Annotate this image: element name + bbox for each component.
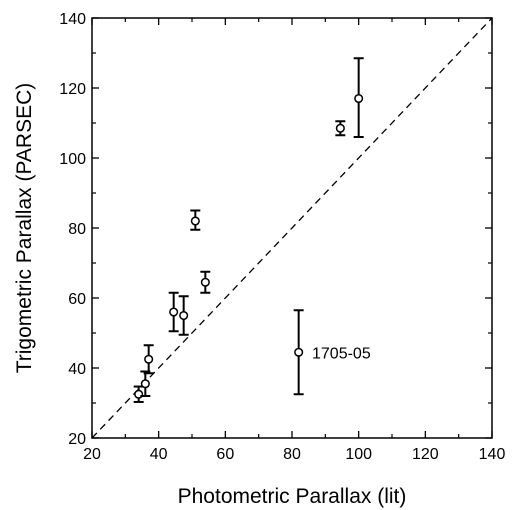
reference-line (91, 17, 493, 439)
x-tick-label: 20 (83, 446, 101, 463)
data-marker (179, 310, 189, 321)
data-marker (335, 123, 345, 133)
data-point (190, 209, 201, 231)
x-axis-label: Photometric Parallax (lit) (178, 485, 407, 508)
data-point (168, 291, 179, 333)
data-marker (294, 347, 304, 357)
y-axis-label: Trigometric Parallax (PARSEC) (13, 83, 36, 374)
ticks-layer: 20 40 60 80 100 120 140 20 40 60 80 100 120 140 (59, 11, 505, 463)
reference-line-layer (91, 17, 493, 439)
data-point (335, 120, 346, 137)
y-tick-label: 20 (68, 431, 86, 448)
data-point (293, 309, 304, 396)
data-point (143, 344, 154, 375)
x-tick-label: 100 (345, 446, 372, 463)
y-tick-label: 140 (59, 11, 86, 28)
data-marker (354, 93, 364, 104)
data-marker (169, 307, 179, 317)
y-tick-label: 100 (59, 151, 86, 168)
data-point (200, 270, 211, 294)
x-tick-label: 60 (216, 446, 234, 463)
y-tick-label: 120 (59, 81, 86, 98)
y-tick-label: 80 (68, 221, 86, 238)
y-tick-label: 40 (68, 361, 86, 378)
y-tick-label: 60 (68, 291, 86, 308)
data-point (133, 385, 144, 403)
x-tick-label: 40 (150, 446, 168, 463)
annotations-layer: 1705-05 (312, 345, 371, 362)
data-point (178, 295, 189, 336)
x-tick-label: 120 (412, 446, 439, 463)
x-tick-label: 140 (479, 446, 506, 463)
data-point (353, 57, 364, 138)
data-points-layer (133, 57, 364, 403)
data-marker (140, 379, 150, 389)
data-marker (190, 216, 200, 226)
data-marker (200, 277, 210, 287)
x-tick-label: 80 (283, 446, 301, 463)
data-marker (144, 354, 154, 364)
point-annotation: 1705-05 (312, 345, 371, 362)
